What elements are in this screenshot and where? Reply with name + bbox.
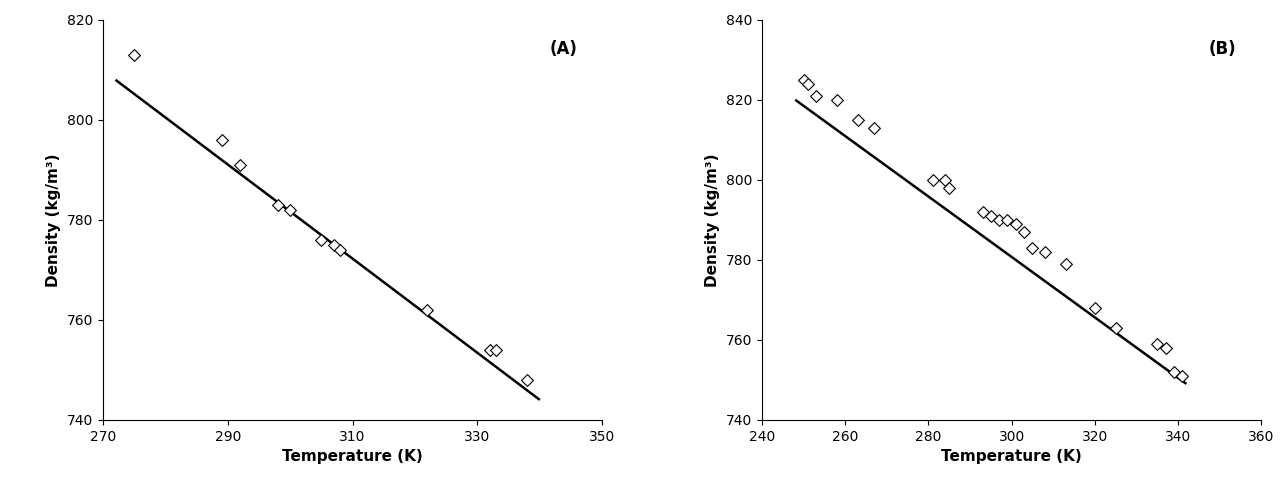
Point	[1005, 220, 1026, 228]
Point	[417, 306, 438, 314]
Point	[806, 92, 826, 100]
Point	[988, 216, 1009, 224]
Point	[124, 51, 144, 59]
Point	[981, 212, 1001, 220]
Point	[934, 176, 955, 184]
Y-axis label: Density (kg/m³): Density (kg/m³)	[705, 153, 721, 287]
Point	[1147, 340, 1167, 348]
Point	[311, 236, 332, 244]
Point	[1163, 368, 1184, 376]
Point	[1106, 324, 1126, 332]
Point	[798, 80, 819, 88]
X-axis label: Temperature (K): Temperature (K)	[282, 449, 423, 464]
Point	[1172, 372, 1193, 380]
Text: (A): (A)	[550, 40, 578, 58]
Text: (B): (B)	[1208, 40, 1237, 58]
Point	[1014, 228, 1035, 236]
Point	[279, 206, 300, 214]
Point	[323, 241, 344, 249]
Point	[972, 208, 992, 216]
Point	[1035, 248, 1055, 256]
Point	[517, 376, 538, 384]
Point	[826, 96, 847, 104]
Point	[1022, 244, 1042, 252]
Point	[329, 246, 350, 254]
Point	[211, 136, 232, 144]
Point	[480, 346, 501, 354]
Point	[923, 176, 943, 184]
Point	[268, 201, 288, 209]
Point	[1156, 344, 1176, 352]
Point	[864, 124, 884, 132]
Point	[940, 184, 960, 192]
Point	[485, 346, 506, 354]
Point	[793, 76, 813, 84]
Point	[1085, 304, 1106, 312]
X-axis label: Temperature (K): Temperature (K)	[941, 449, 1082, 464]
Point	[847, 116, 867, 124]
Point	[230, 161, 251, 169]
Y-axis label: Density (kg/m³): Density (kg/m³)	[46, 153, 62, 287]
Point	[997, 216, 1018, 224]
Point	[1055, 260, 1076, 268]
